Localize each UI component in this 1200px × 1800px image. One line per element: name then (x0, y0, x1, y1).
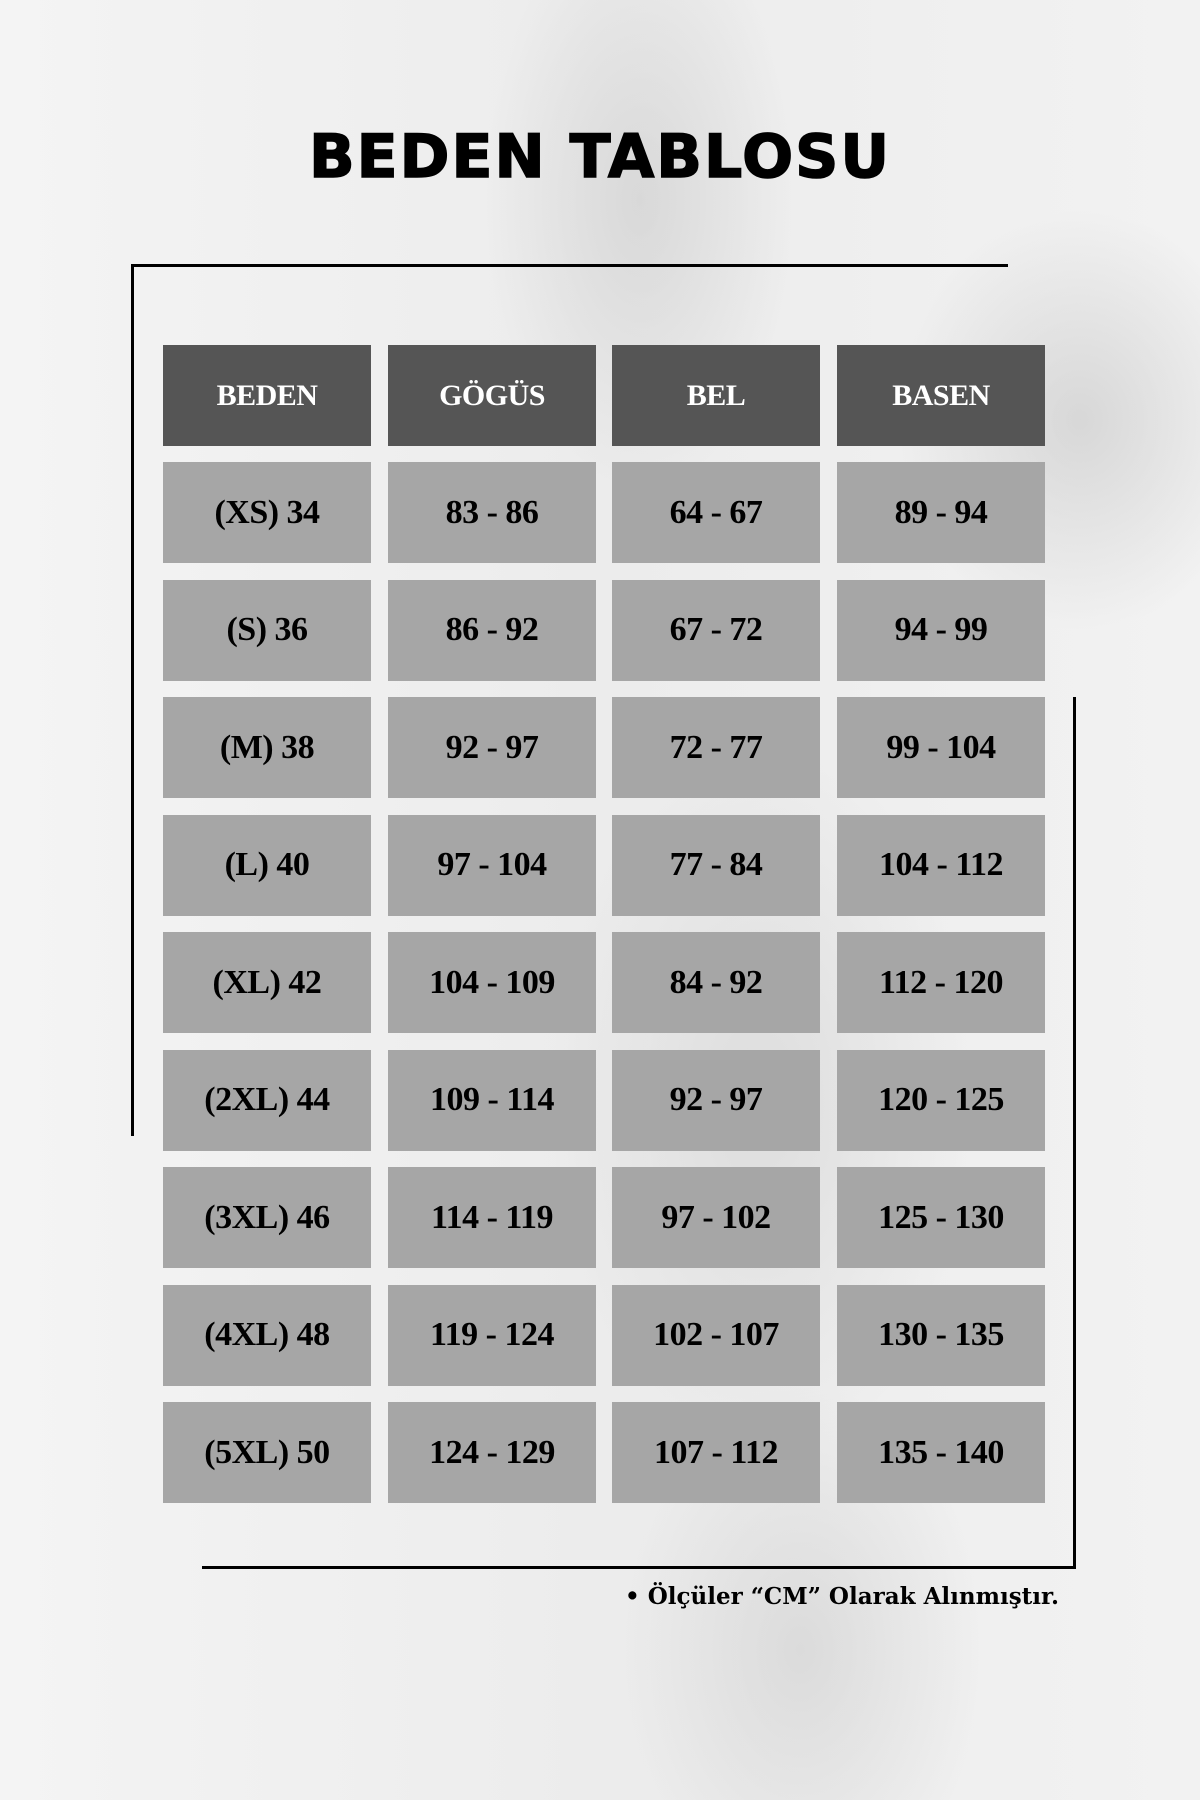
table-cell: (XL) 42 (163, 932, 371, 1033)
table-cell: 120 - 125 (837, 1049, 1045, 1151)
table-cell: 89 - 94 (837, 462, 1045, 563)
table-cell: 77 - 84 (612, 814, 820, 916)
table-cell: 102 - 107 (612, 1284, 820, 1386)
table-cell: 92 - 97 (388, 697, 596, 798)
frame-left-line (131, 264, 134, 1136)
table-cell: 64 - 67 (612, 462, 820, 563)
table-cell: 83 - 86 (388, 462, 596, 563)
table-cell: 125 - 130 (837, 1167, 1045, 1268)
page-title: BEDEN TABLOSU (308, 121, 892, 193)
header-cell: BEL (612, 345, 820, 446)
table-cell: (5XL) 50 (163, 1402, 371, 1503)
table-cell: 86 - 92 (388, 579, 596, 681)
frame-right-line (1073, 697, 1076, 1569)
header-cell: BEDEN (163, 345, 371, 446)
table-cell: 124 - 129 (388, 1402, 596, 1503)
table-cell: (L) 40 (163, 814, 371, 916)
table-cell: 119 - 124 (388, 1284, 596, 1386)
table-cell: 114 - 119 (388, 1167, 596, 1268)
table-cell: 135 - 140 (837, 1402, 1045, 1503)
table-cell: 84 - 92 (612, 932, 820, 1033)
table-cell: 92 - 97 (612, 1049, 820, 1151)
table-cell: 72 - 77 (612, 697, 820, 798)
header-cell: GÖGÜS (388, 345, 596, 446)
measurement-note: • Ölçüler “CM” Olarak Alınmıştır. (625, 1583, 1060, 1610)
table-cell: 104 - 109 (388, 932, 596, 1033)
table-cell: (2XL) 44 (163, 1049, 371, 1151)
table-cell: 130 - 135 (837, 1284, 1045, 1386)
table-cell: 109 - 114 (388, 1049, 596, 1151)
table-cell: (M) 38 (163, 697, 371, 798)
table-cell: (3XL) 46 (163, 1167, 371, 1268)
frame-top-line (133, 264, 1008, 267)
table-cell: 97 - 102 (612, 1167, 820, 1268)
frame-bottom-line (202, 1566, 1076, 1569)
table-cell: (XS) 34 (163, 462, 371, 563)
table-cell: (S) 36 (163, 579, 371, 681)
table-cell: 99 - 104 (837, 697, 1045, 798)
table-cell: 94 - 99 (837, 579, 1045, 681)
table-cell: (4XL) 48 (163, 1284, 371, 1386)
table-cell: 104 - 112 (837, 814, 1045, 916)
table-cell: 67 - 72 (612, 579, 820, 681)
header-cell: BASEN (837, 345, 1045, 446)
table-cell: 97 - 104 (388, 814, 596, 916)
table-cell: 112 - 120 (837, 932, 1045, 1033)
table-cell: 107 - 112 (612, 1402, 820, 1503)
